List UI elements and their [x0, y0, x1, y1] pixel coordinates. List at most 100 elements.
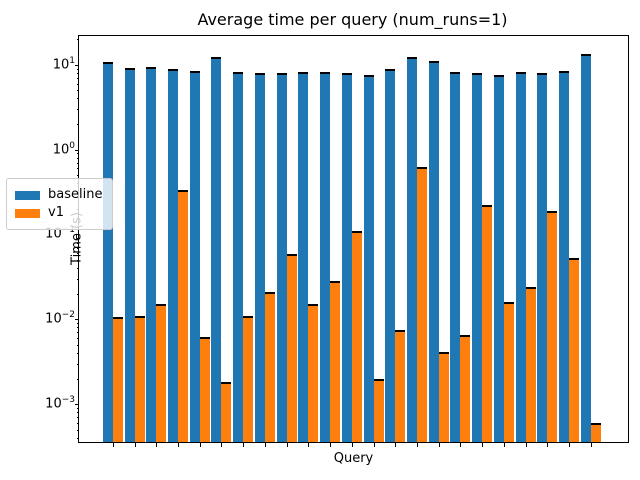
bar-baseline	[580, 54, 591, 442]
x-tick	[460, 443, 462, 447]
bar-v1	[134, 315, 145, 442]
y-minor-tick	[77, 268, 79, 270]
y-minor-tick	[77, 77, 79, 79]
y-minor-tick	[77, 157, 79, 159]
chart-title: Average time per query (num_runs=1)	[197, 10, 508, 29]
x-axis-label: Query	[333, 451, 374, 466]
bar-v1	[308, 304, 319, 442]
y-minor-tick	[77, 422, 79, 424]
y-minor-tick	[77, 363, 79, 365]
y-minor-tick	[77, 417, 79, 419]
bar-v1	[525, 286, 536, 442]
y-minor-tick	[77, 39, 79, 41]
y-minor-tick	[77, 293, 79, 295]
bar-v1	[395, 330, 406, 442]
plot-area: Time (s) Query 101 100 10−1 10−2 10−3	[45, 35, 629, 466]
bar-v1	[547, 210, 558, 442]
x-tick	[112, 443, 114, 447]
bar-baseline	[167, 68, 178, 442]
y-minor-tick	[77, 162, 79, 164]
bar-v1	[330, 281, 341, 442]
x-tick	[199, 443, 201, 447]
bar-v1	[177, 190, 188, 442]
y-minor-tick	[77, 278, 79, 280]
y-minor-tick	[77, 344, 79, 346]
y-minor-tick	[77, 238, 79, 240]
y-minor-tick	[77, 253, 79, 255]
y-minor-tick	[77, 437, 79, 439]
bar-baseline	[472, 73, 483, 442]
baseline-swatch	[15, 190, 40, 200]
x-tick	[525, 443, 527, 447]
bar-baseline	[407, 56, 418, 442]
bar-v1	[286, 254, 297, 442]
bar-v1	[156, 304, 167, 442]
y-major-tick	[75, 149, 79, 151]
y-minor-tick	[77, 153, 79, 155]
bar-baseline	[493, 75, 504, 442]
bar-baseline	[363, 75, 374, 442]
y-minor-tick	[77, 412, 79, 414]
y-major-tick	[75, 319, 79, 321]
x-tick	[395, 443, 397, 447]
bar-baseline	[320, 72, 331, 442]
x-tick	[438, 443, 440, 447]
legend-label-baseline: baseline	[48, 187, 103, 202]
x-tick	[482, 443, 484, 447]
bar-baseline	[233, 71, 244, 442]
y-tick-label: 10−3	[45, 395, 75, 412]
bar-baseline	[515, 72, 526, 442]
x-tick	[264, 443, 266, 447]
x-tick	[417, 443, 419, 447]
bar-baseline	[211, 57, 222, 442]
x-tick	[330, 443, 332, 447]
x-tick	[503, 443, 505, 447]
x-tick	[177, 443, 179, 447]
y-minor-tick	[77, 429, 79, 431]
x-tick	[156, 443, 158, 447]
y-minor-tick	[77, 327, 79, 329]
bar-v1	[482, 205, 493, 442]
y-minor-tick	[77, 332, 79, 334]
bar-baseline	[102, 61, 113, 442]
bar-baseline	[559, 71, 570, 442]
y-tick-label: 10−1	[45, 225, 75, 242]
y-minor-tick	[77, 124, 79, 125]
x-tick	[569, 443, 571, 447]
y-minor-tick	[77, 323, 79, 325]
bar-baseline	[189, 71, 200, 442]
bar-v1	[264, 291, 275, 442]
y-minor-tick	[77, 98, 79, 100]
y-major-tick	[75, 404, 79, 406]
x-tick	[221, 443, 223, 447]
x-tick	[590, 443, 592, 447]
bar-v1	[503, 301, 514, 442]
x-tick	[547, 443, 549, 447]
bar-baseline	[450, 72, 461, 442]
y-minor-tick	[77, 353, 79, 354]
bar-baseline	[276, 73, 287, 442]
x-tick	[351, 443, 353, 447]
bar-baseline	[428, 60, 439, 442]
bar-v1	[373, 378, 384, 442]
y-minor-tick	[77, 242, 79, 244]
y-tick-label: 100	[52, 140, 75, 157]
x-tick	[134, 443, 136, 447]
y-minor-tick	[77, 72, 79, 74]
x-tick	[308, 443, 310, 447]
y-minor-tick	[77, 338, 79, 340]
bar-baseline	[341, 73, 352, 442]
x-tick	[373, 443, 375, 447]
y-tick-label: 10−2	[45, 310, 75, 327]
legend-label-v1: v1	[48, 205, 64, 220]
y-tick-label: 101	[52, 55, 75, 73]
y-minor-tick	[77, 109, 79, 111]
legend: baseline v1	[6, 178, 113, 230]
bar-v1	[590, 422, 601, 442]
y-minor-tick	[77, 247, 79, 249]
y-minor-tick	[77, 68, 79, 70]
y-major-tick	[75, 234, 79, 236]
y-minor-tick	[77, 168, 79, 170]
y-minor-tick	[77, 175, 79, 177]
